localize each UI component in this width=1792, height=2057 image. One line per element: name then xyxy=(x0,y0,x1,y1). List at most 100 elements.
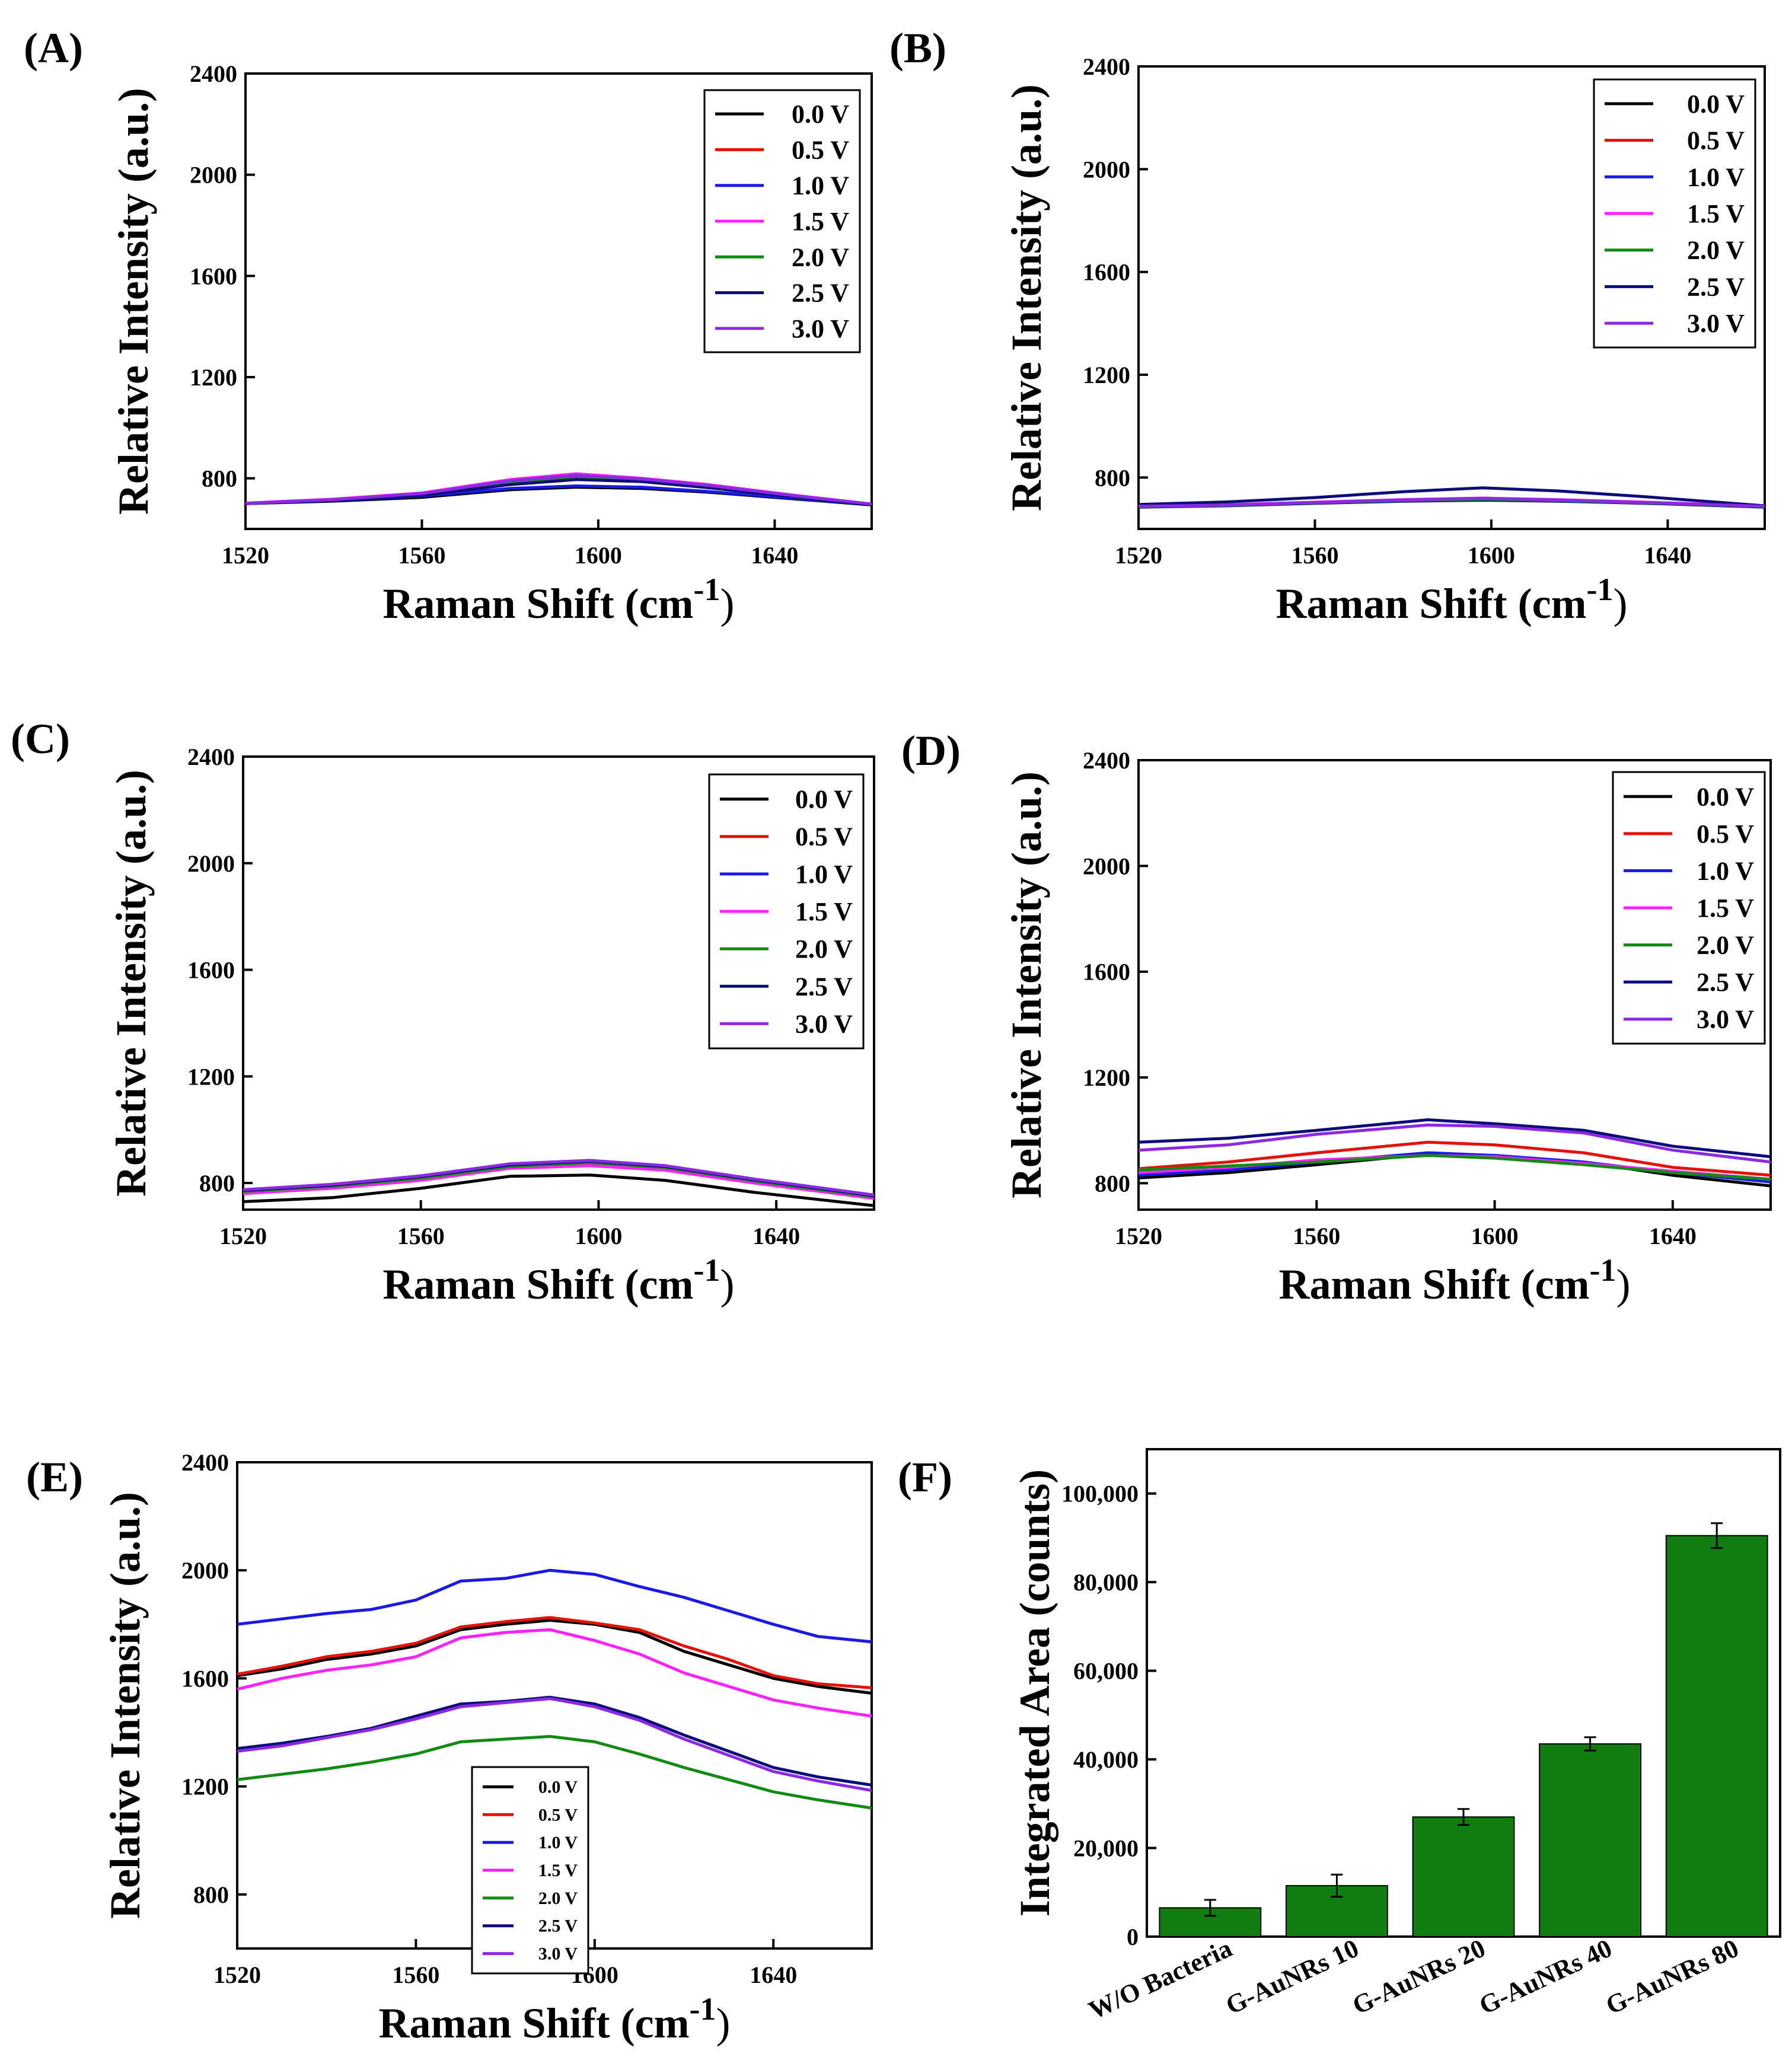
y-tick-label: 2400 xyxy=(187,744,235,770)
plot-frame xyxy=(244,72,873,530)
y-tick-label: 800 xyxy=(1095,464,1130,491)
y-tick-label: 1600 xyxy=(1083,259,1130,286)
legend-label: 2.5 V xyxy=(538,1916,578,1936)
x-tick-label: 1560 xyxy=(1293,1223,1340,1249)
legend-label: 1.0 V xyxy=(538,1833,578,1852)
category-label: G-AuNRs 40 xyxy=(1475,1934,1616,2020)
legend-label: 2.0 V xyxy=(792,243,849,272)
y-tick-label: 1600 xyxy=(187,957,235,984)
y-tick-label: 0 xyxy=(1127,1924,1139,1950)
series-line-05V xyxy=(237,1616,872,1689)
panel-a: (A) 800 1200 1600 2000 2400 Relative Intensity… xyxy=(24,24,873,627)
bar-g-aunrs-40 xyxy=(1539,1743,1642,1937)
y-axis-title: Relative Intensity (a.u.) xyxy=(110,88,157,515)
legend-label: 0.0 V xyxy=(792,100,849,129)
legend-label: 0.5 V xyxy=(792,135,849,164)
panel-label: (F) xyxy=(898,1453,952,1501)
y-tick-label: 2000 xyxy=(1083,853,1130,879)
legend-label: 1.5 V xyxy=(1687,199,1745,228)
x-axis-title-superscript: -1 xyxy=(1590,1252,1616,1288)
x-tick-label: 1640 xyxy=(751,542,798,569)
category-label: G-AuNRs 80 xyxy=(1601,1934,1743,2020)
series-line-30V xyxy=(1139,496,1765,508)
panel-c: (C) 800 1200 1600 2000 2400 Relative Intensity… xyxy=(11,715,875,1308)
y-tick-label: 1200 xyxy=(1083,362,1130,388)
x-axis-title: Raman Shift (cm-1) xyxy=(1276,572,1628,627)
x-tick-label: 1560 xyxy=(1291,542,1338,569)
legend-label: 1.5 V xyxy=(1697,894,1754,923)
y-tick-label: 800 xyxy=(202,465,237,492)
x-axis-title-superscript: -1 xyxy=(690,1991,716,2027)
series-line-25V xyxy=(1139,1118,1771,1159)
legend-label: 1.0 V xyxy=(792,171,849,200)
legend-label: 2.5 V xyxy=(1687,272,1745,301)
series-line-10V xyxy=(237,1568,872,1644)
category-label: W/O Bacteria xyxy=(1084,1934,1236,2025)
series-line-30V xyxy=(237,1697,872,1792)
panel-e: (E) 800 1200 1600 2000 2400 Relative Intensity… xyxy=(26,1449,873,2047)
x-axis-title-main: Raman Shift (cm xyxy=(1276,580,1587,627)
y-tick-label: 1200 xyxy=(1083,1064,1130,1091)
x-tick-label: 1640 xyxy=(752,1223,800,1249)
legend-label: 3.0 V xyxy=(792,314,849,343)
x-tick-label: 1600 xyxy=(575,1223,622,1249)
x-axis-title-close: ) xyxy=(720,580,734,627)
panel-b: (B) 800 1200 1600 2000 2400 Relative Intensity… xyxy=(889,24,1766,627)
plot-frame xyxy=(1137,759,1772,1211)
y-tick-label: 100,000 xyxy=(1061,1481,1139,1507)
y-axis-title: Relative Intensity (a.u.) xyxy=(1003,771,1050,1198)
x-axis-title-close: ) xyxy=(1613,580,1627,627)
x-tick-label: 1640 xyxy=(750,1962,797,1988)
y-axis-title: Relative Intensity (a.u.) xyxy=(101,1492,149,1919)
x-tick-label: 1560 xyxy=(397,1223,445,1249)
y-axis-title: Integrated Area (counts) xyxy=(1011,1469,1058,1917)
series-line-25V xyxy=(1139,486,1765,508)
y-tick-label: 1600 xyxy=(181,1665,229,1692)
series-line-00V xyxy=(243,1173,874,1207)
y-tick-label: 1600 xyxy=(1083,959,1130,986)
legend-label: 1.0 V xyxy=(1687,162,1745,192)
panel-label: (B) xyxy=(889,24,946,72)
y-tick-label: 2400 xyxy=(190,60,237,87)
series-line-30V xyxy=(245,474,872,506)
y-tick-label: 1200 xyxy=(187,1063,235,1090)
y-tick-label: 2000 xyxy=(190,162,237,189)
plot-frame xyxy=(1137,65,1766,530)
series-line-15V xyxy=(237,1628,872,1718)
x-axis-title-close: ) xyxy=(720,1261,734,1308)
y-tick-label: 800 xyxy=(1095,1170,1130,1197)
panel-label: (E) xyxy=(26,1453,83,1501)
panel-f: (F) 0 20,000 40,000 60,000 80,000 100,000Integ… xyxy=(898,1448,1781,2025)
x-tick-label: 1520 xyxy=(213,1962,261,1988)
legend-label: 0.5 V xyxy=(1697,819,1754,849)
x-axis-title-superscript: -1 xyxy=(694,1252,720,1288)
legend-label: 2.5 V xyxy=(795,972,853,1001)
x-tick-label: 1640 xyxy=(1644,542,1691,569)
y-tick-label: 2000 xyxy=(1083,156,1130,183)
y-tick-label: 80,000 xyxy=(1073,1569,1139,1596)
panel-label: (D) xyxy=(901,727,961,774)
legend-label: 2.5 V xyxy=(792,279,849,308)
series-line-05V xyxy=(243,1161,874,1200)
bar-g-aunrs-80 xyxy=(1665,1535,1768,1938)
series-line-20V xyxy=(237,1734,872,1810)
x-tick-label: 1560 xyxy=(392,1962,439,1988)
panel-label: (A) xyxy=(24,24,83,72)
series-line-05V xyxy=(1139,1140,1771,1177)
panel-d: (D) 800 1200 1600 2000 2400 Relative Intensity… xyxy=(901,727,1772,1308)
y-tick-label: 2400 xyxy=(1083,747,1130,774)
y-tick-label: 1200 xyxy=(181,1774,229,1800)
x-tick-label: 1600 xyxy=(1468,542,1515,569)
x-axis-title-superscript: -1 xyxy=(1587,572,1614,607)
x-axis-title: Raman Shift (cm-1) xyxy=(383,1252,735,1308)
y-tick-label: 2400 xyxy=(1083,53,1130,80)
y-axis-title: Relative Intensity (a.u.) xyxy=(1003,84,1050,511)
y-tick-label: 1600 xyxy=(190,263,237,289)
y-tick-label: 2400 xyxy=(181,1449,229,1476)
x-tick-label: 1600 xyxy=(1471,1223,1519,1249)
series-line-00V xyxy=(237,1619,872,1695)
legend-label: 0.0 V xyxy=(1687,90,1745,119)
plot-frame xyxy=(242,755,875,1211)
legend-label: 1.5 V xyxy=(795,897,853,926)
x-axis-title-main: Raman Shift (cm xyxy=(1279,1261,1590,1308)
